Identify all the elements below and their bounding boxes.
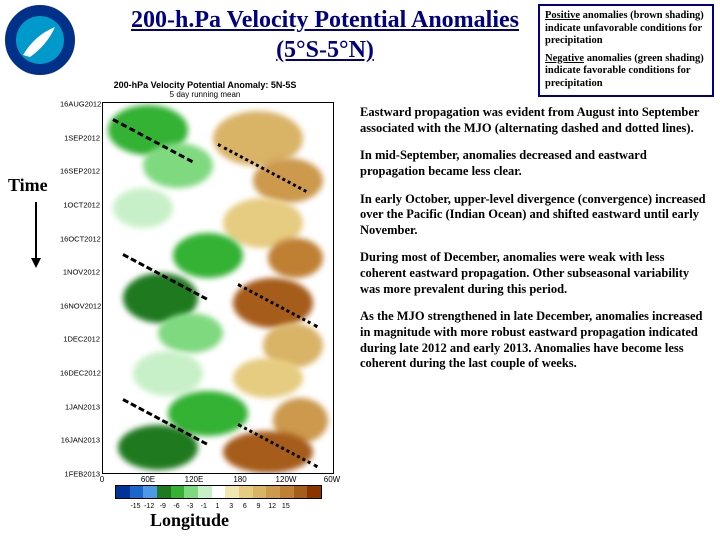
anomaly-blob — [133, 351, 203, 396]
y-tick-label: 1DEC2012 — [60, 335, 100, 344]
description-paragraph: Eastward propagation was evident from Au… — [360, 105, 710, 136]
anomaly-blob — [268, 238, 323, 278]
x-tick-label: 60W — [324, 475, 340, 484]
colorbar-tick: -15 — [130, 503, 140, 510]
y-tick-label: 1OCT2012 — [60, 200, 100, 209]
anomaly-blob — [158, 313, 223, 353]
legend-negative: Negative anomalies (green shading) indic… — [545, 53, 707, 91]
colorbar-segment — [266, 486, 280, 498]
y-tick-label: 16DEC2012 — [60, 369, 100, 378]
y-tick-label: 1FEB2013 — [60, 470, 100, 479]
colorbar-tick: 6 — [243, 503, 247, 510]
colorbar — [115, 485, 322, 499]
y-tick-label: 1SEP2012 — [60, 133, 100, 142]
colorbar-segment — [294, 486, 308, 498]
legend-box: Positive anomalies (brown shading) indic… — [538, 4, 714, 97]
longitude-axis-label: Longitude — [150, 510, 229, 531]
description-paragraph: In early October, upper-level divergence… — [360, 192, 710, 239]
y-tick-label: 16SEP2012 — [60, 167, 100, 176]
hovmoller-plot-area — [102, 102, 334, 474]
colorbar-segment — [212, 486, 226, 498]
y-tick-label: 16AUG2012 — [60, 100, 100, 109]
colorbar-tick: 12 — [268, 503, 276, 510]
x-tick-label: 60E — [141, 475, 155, 484]
colorbar-tick: -12 — [144, 503, 154, 510]
colorbar-segment — [253, 486, 267, 498]
colorbar-tick: -3 — [187, 503, 193, 510]
colorbar-segment — [280, 486, 294, 498]
anomaly-blob — [113, 188, 173, 228]
description-paragraph: In mid-September, anomalies decreased an… — [360, 148, 710, 179]
colorbar-segment — [116, 486, 130, 498]
colorbar-segment — [307, 486, 321, 498]
description-paragraph: As the MJO strengthened in late December… — [360, 309, 710, 372]
description-paragraph: During most of December, anomalies were … — [360, 250, 710, 297]
colorbar-segment — [184, 486, 198, 498]
x-tick-label: 0 — [100, 475, 104, 484]
anomaly-blob — [223, 431, 313, 473]
time-arrow-icon — [28, 200, 44, 270]
x-tick-label: 120W — [276, 475, 297, 484]
colorbar-segment — [143, 486, 157, 498]
anomaly-blob — [173, 233, 243, 278]
colorbar-segment — [157, 486, 171, 498]
colorbar-tick: -1 — [201, 503, 207, 510]
y-tick-label: 16JAN2013 — [60, 436, 100, 445]
legend-positive: Positive anomalies (brown shading) indic… — [545, 10, 707, 48]
anomaly-blob — [143, 143, 213, 188]
colorbar-segment — [225, 486, 239, 498]
description-paragraphs: Eastward propagation was evident from Au… — [360, 105, 710, 384]
time-axis-label: Time — [8, 175, 48, 196]
colorbar-tick: 3 — [229, 503, 233, 510]
colorbar-segment — [198, 486, 212, 498]
chart-title: 200-hPa Velocity Potential Anomaly: 5N-5… — [60, 80, 350, 90]
x-tick-label: 120E — [185, 475, 204, 484]
colorbar-segment — [239, 486, 253, 498]
hovmoller-chart: 200-hPa Velocity Potential Anomaly: 5N-5… — [60, 80, 350, 505]
y-tick-label: 1JAN2013 — [60, 402, 100, 411]
chart-subtitle: 5 day running mean — [60, 90, 350, 99]
colorbar-segment — [130, 486, 144, 498]
anomaly-blob — [233, 358, 303, 398]
colorbar-tick: -9 — [160, 503, 166, 510]
noaa-logo — [5, 5, 75, 75]
colorbar-tick: 9 — [257, 503, 261, 510]
colorbar-tick: 15 — [282, 503, 290, 510]
page-title: 200-h.Pa Velocity Potential Anomalies (5… — [110, 5, 540, 65]
colorbar-tick: 1 — [216, 503, 220, 510]
y-tick-label: 16OCT2012 — [60, 234, 100, 243]
x-tick-label: 180 — [233, 475, 246, 484]
y-tick-label: 1NOV2012 — [60, 268, 100, 277]
y-tick-label: 16NOV2012 — [60, 301, 100, 310]
colorbar-tick: -6 — [173, 503, 179, 510]
colorbar-segment — [171, 486, 185, 498]
